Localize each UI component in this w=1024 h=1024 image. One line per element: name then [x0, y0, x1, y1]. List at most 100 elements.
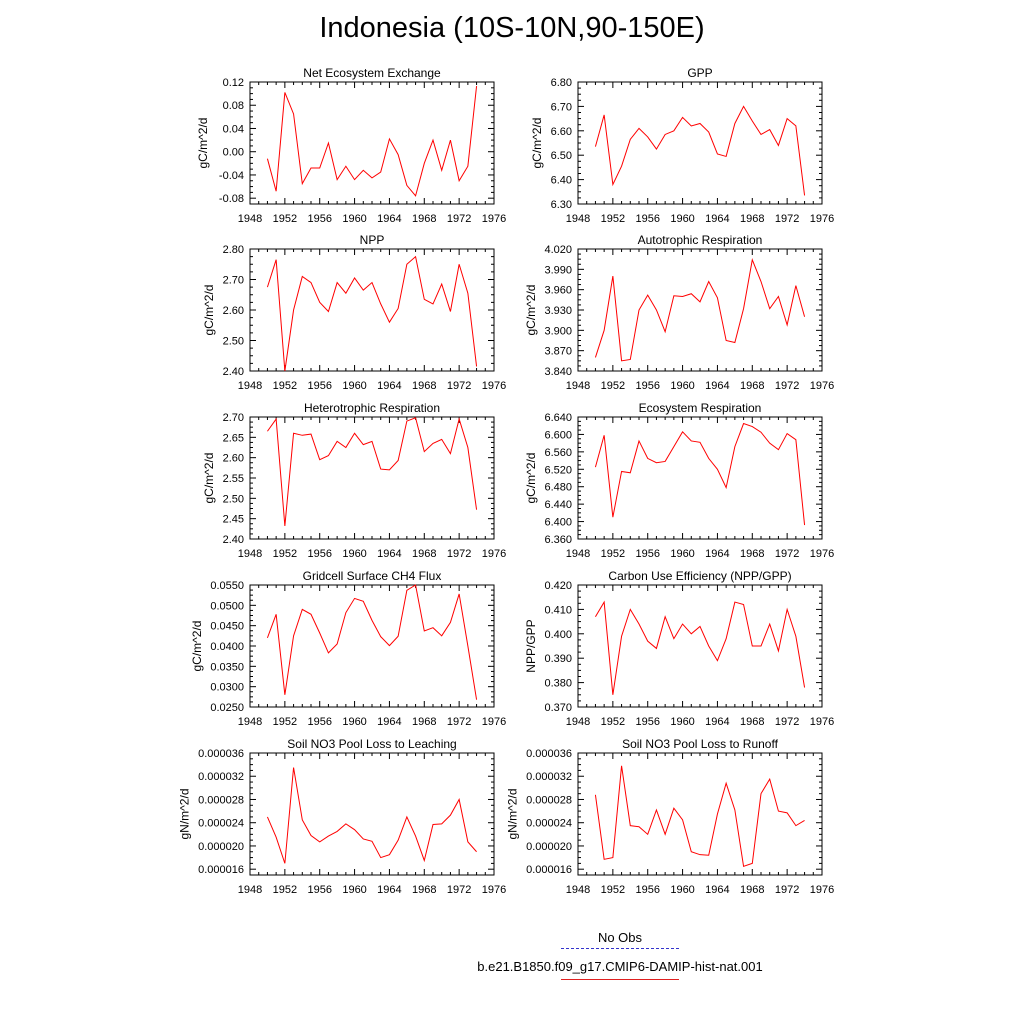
chart-title: Soil NO3 Pool Loss to Leaching — [287, 737, 456, 751]
y-tick-label: 2.60 — [223, 305, 244, 317]
x-tick-label: 1964 — [377, 884, 401, 896]
y-tick-label: 2.65 — [223, 432, 244, 444]
y-tick-label: 0.0300 — [210, 682, 244, 694]
x-tick-label: 1968 — [412, 213, 436, 225]
chart-panel: NPP 1948 1952 1956 1960 1964 1968 1972 1976 2.40 2… — [202, 233, 506, 392]
x-tick-label: 1972 — [447, 716, 471, 728]
legend-obs-label: No Obs — [597, 930, 643, 945]
chart-panel: Soil NO3 Pool Loss to Runoff 1948 1952 1956… — [505, 737, 834, 896]
legend-obs-line — [561, 948, 679, 949]
y-axis-label: gC/m^2/d — [524, 285, 538, 336]
y-tick-label: 3.840 — [544, 366, 572, 378]
x-tick-label: 1964 — [705, 213, 729, 225]
x-tick-label: 1948 — [238, 213, 262, 225]
chart-title: NPP — [360, 233, 385, 247]
y-tick-label: 6.480 — [544, 482, 572, 494]
plot-frame — [577, 81, 823, 205]
y-tick-label: 0.000016 — [198, 864, 244, 876]
y-axis-label: gN/m^2/d — [177, 789, 191, 840]
y-tick-label: 0.000020 — [198, 841, 244, 853]
y-axis-label: gC/m^2/d — [196, 118, 210, 169]
y-tick-label: 0.000024 — [198, 818, 244, 830]
y-tick-label: 2.60 — [223, 453, 244, 465]
y-tick-label: 6.360 — [544, 534, 572, 546]
x-tick-label: 1976 — [810, 213, 834, 225]
x-tick-label: 1972 — [775, 884, 799, 896]
x-tick-label: 1960 — [670, 716, 694, 728]
y-tick-label: 6.560 — [544, 447, 572, 459]
x-tick-label: 1952 — [273, 380, 297, 392]
x-tick-label: 1976 — [810, 884, 834, 896]
series-line — [595, 600, 806, 695]
plot-frame — [577, 584, 823, 708]
plot-frame — [577, 416, 823, 540]
chart-panel: Gridcell Surface CH4 Flux 1948 1952 1956 196… — [190, 569, 506, 728]
y-tick-label: 6.400 — [544, 517, 572, 529]
series-line — [266, 767, 477, 864]
y-tick-label: 0.000032 — [526, 771, 572, 783]
x-tick-label: 1952 — [601, 380, 625, 392]
y-tick-label: 0.0450 — [210, 621, 244, 633]
y-tick-label: 0.04 — [223, 123, 244, 135]
x-tick-label: 1960 — [342, 380, 366, 392]
x-tick-label: 1960 — [342, 716, 366, 728]
y-axis-label: gC/m^2/d — [202, 285, 216, 336]
x-tick-label: 1972 — [447, 884, 471, 896]
y-tick-label: 0.400 — [544, 629, 572, 641]
plot-frame — [577, 248, 823, 372]
x-tick-label: 1948 — [566, 548, 590, 560]
legend: No Obs b.e21.B1850.f09_g17.CMIP6-DAMIP-h… — [440, 930, 800, 980]
chart-title: Carbon Use Efficiency (NPP/GPP) — [608, 569, 791, 583]
x-tick-label: 1972 — [447, 548, 471, 560]
y-tick-label: 2.45 — [223, 514, 244, 526]
x-tick-label: 1960 — [342, 548, 366, 560]
x-tick-label: 1956 — [307, 716, 331, 728]
y-tick-label: 3.960 — [544, 285, 572, 297]
chart-panel: GPP 1948 1952 1956 1960 1964 1968 1972 1976 6.30 6… — [530, 66, 834, 225]
x-tick-label: 1964 — [377, 213, 401, 225]
plot-frame — [249, 584, 495, 708]
y-tick-label: 4.020 — [544, 244, 572, 256]
y-tick-label: 3.900 — [544, 325, 572, 337]
x-tick-label: 1948 — [566, 884, 590, 896]
y-tick-label: 2.70 — [223, 275, 244, 287]
y-axis-label: gN/m^2/d — [505, 789, 519, 840]
series-line — [266, 86, 478, 197]
x-tick-label: 1952 — [273, 548, 297, 560]
x-tick-label: 1972 — [775, 548, 799, 560]
x-tick-label: 1964 — [377, 548, 401, 560]
x-tick-label: 1964 — [705, 380, 729, 392]
series-line — [594, 105, 806, 196]
x-tick-label: 1964 — [705, 548, 729, 560]
y-tick-label: 0.12 — [223, 77, 244, 89]
y-tick-label: 6.30 — [551, 199, 572, 211]
y-tick-label: 0.380 — [544, 678, 572, 690]
x-tick-label: 1952 — [601, 884, 625, 896]
x-tick-label: 1948 — [566, 716, 590, 728]
y-tick-label: 6.440 — [544, 499, 572, 511]
x-tick-label: 1956 — [635, 884, 659, 896]
x-tick-label: 1952 — [273, 716, 297, 728]
y-axis-label: gC/m^2/d — [202, 453, 216, 504]
y-tick-label: 2.55 — [223, 473, 244, 485]
y-tick-label: 0.390 — [544, 653, 572, 665]
chart-title: Ecosystem Respiration — [639, 401, 762, 415]
x-tick-label: 1976 — [482, 716, 506, 728]
y-tick-label: 0.000016 — [526, 864, 572, 876]
y-tick-label: 6.70 — [551, 101, 572, 113]
x-tick-label: 1956 — [635, 716, 659, 728]
x-tick-label: 1956 — [307, 213, 331, 225]
chart-title: Soil NO3 Pool Loss to Runoff — [622, 737, 779, 751]
y-tick-label: 6.640 — [544, 412, 572, 424]
y-axis-label: NPP/GPP — [524, 619, 538, 672]
x-tick-label: 1960 — [342, 884, 366, 896]
y-tick-label: 0.370 — [544, 702, 572, 714]
x-tick-label: 1968 — [412, 716, 436, 728]
series-line — [267, 417, 478, 527]
y-tick-label: -0.04 — [219, 170, 244, 182]
series-line — [266, 584, 478, 700]
plot-frame — [249, 81, 495, 205]
x-tick-label: 1960 — [670, 548, 694, 560]
x-tick-label: 1956 — [635, 380, 659, 392]
